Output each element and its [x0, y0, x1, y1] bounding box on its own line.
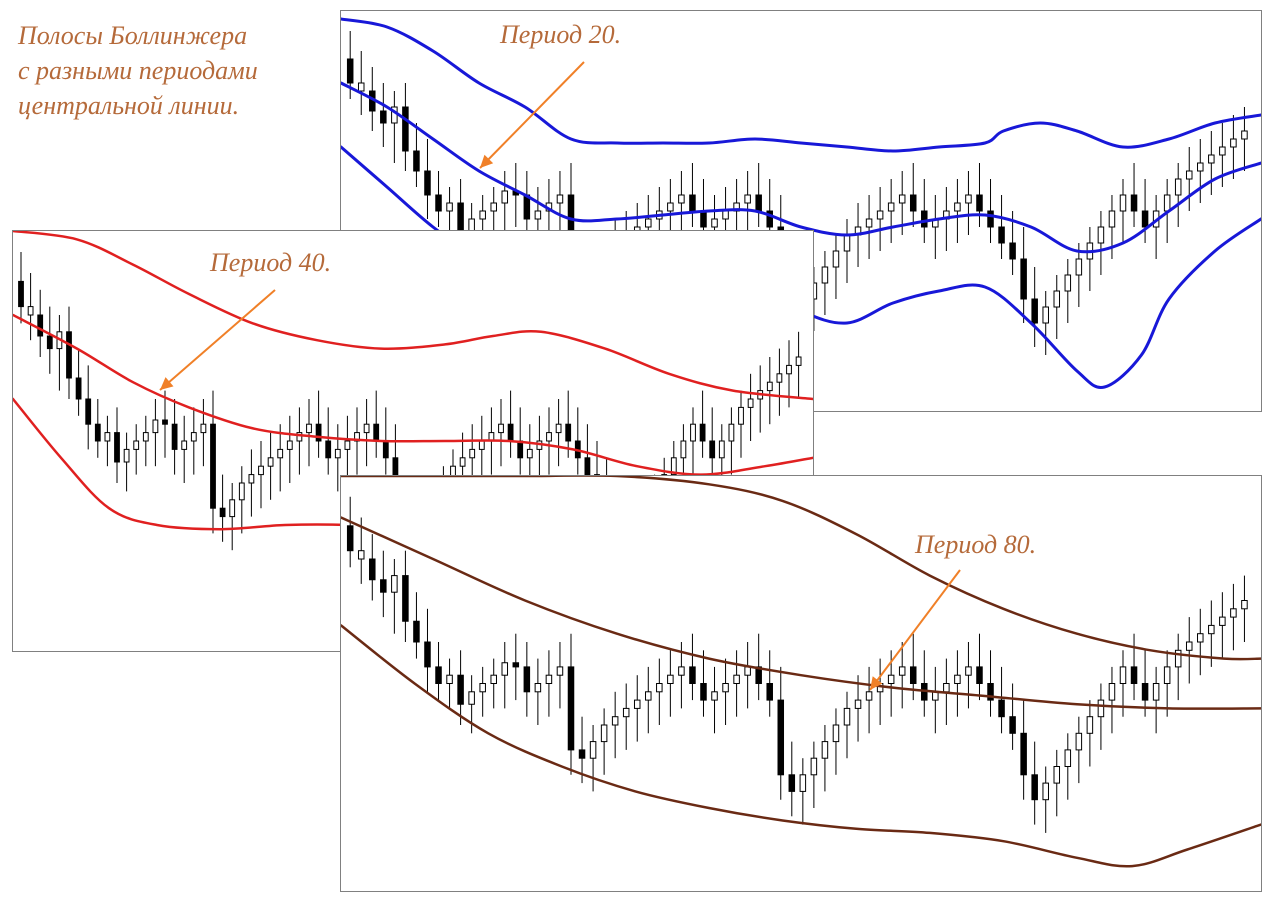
chart-period-80 [340, 475, 1262, 892]
chart-20-label: Период 20. [500, 20, 621, 50]
chart-40-label: Период 40. [210, 248, 331, 278]
chart-80-label: Период 80. [915, 530, 1036, 560]
chart-80-svg [341, 476, 1261, 891]
page-title: Полосы Боллинжера с разными периодами це… [18, 18, 258, 123]
